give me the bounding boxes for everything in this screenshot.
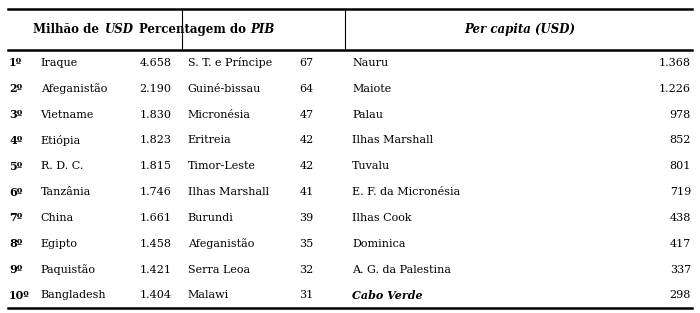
Text: 42: 42 [300,161,314,171]
Text: 417: 417 [670,239,691,249]
Text: 719: 719 [670,187,691,197]
Text: A. G. da Palestina: A. G. da Palestina [352,264,451,275]
Text: Iraque: Iraque [41,58,78,68]
Text: 2º: 2º [9,83,22,94]
Text: Etiópia: Etiópia [41,135,80,146]
Text: 1.368: 1.368 [659,58,691,68]
Text: Tuvalu: Tuvalu [352,161,391,171]
Text: 438: 438 [669,213,691,223]
Text: 978: 978 [670,110,691,120]
Text: Percentagem do: Percentagem do [139,23,251,36]
Text: 1.226: 1.226 [659,84,691,94]
Text: 47: 47 [300,110,314,120]
Text: Timor-Leste: Timor-Leste [188,161,256,171]
Text: Vietname: Vietname [41,110,94,120]
Text: 852: 852 [669,136,691,146]
Text: 1.746: 1.746 [139,187,172,197]
Text: 9º: 9º [9,264,22,275]
Text: Ilhas Marshall: Ilhas Marshall [352,136,433,146]
Text: Micronésia: Micronésia [188,110,251,120]
Text: 67: 67 [300,58,314,68]
Text: PIB: PIB [251,23,275,36]
Text: Egipto: Egipto [41,239,78,249]
Text: Dominica: Dominica [352,239,405,249]
Text: 35: 35 [300,239,314,249]
Text: 2.190: 2.190 [139,84,172,94]
Text: Cabo Verde: Cabo Verde [352,290,423,301]
Text: 64: 64 [300,84,314,94]
Text: China: China [41,213,74,223]
Text: 298: 298 [669,290,691,300]
Text: Eritreia: Eritreia [188,136,231,146]
Text: Ilhas Cook: Ilhas Cook [352,213,412,223]
Text: S. T. e Príncipe: S. T. e Príncipe [188,58,272,69]
Text: USD: USD [104,23,132,36]
Text: Ilhas Marshall: Ilhas Marshall [188,187,269,197]
Text: Guiné-bissau: Guiné-bissau [188,84,261,94]
Text: 801: 801 [669,161,691,171]
Text: R. D. C.: R. D. C. [41,161,83,171]
Text: Per capita (USD): Per capita (USD) [464,23,575,36]
Text: E. F. da Micronésia: E. F. da Micronésia [352,187,461,197]
Text: 4.658: 4.658 [139,58,172,68]
Text: 39: 39 [300,213,314,223]
Text: Tanzânia: Tanzânia [41,187,91,197]
Text: Bangladesh: Bangladesh [41,290,106,300]
Text: 3º: 3º [9,109,22,120]
Text: 1.421: 1.421 [139,264,172,275]
Text: Afeganistão: Afeganistão [41,83,107,94]
Text: Palau: Palau [352,110,383,120]
Text: 1.404: 1.404 [139,290,172,300]
Text: 5º: 5º [9,161,22,172]
Text: 31: 31 [300,290,314,300]
Text: 4º: 4º [9,135,22,146]
Text: 8º: 8º [9,238,22,249]
Text: 42: 42 [300,136,314,146]
Text: Malawi: Malawi [188,290,229,300]
Text: 10º: 10º [9,290,30,301]
Text: Milhão de: Milhão de [34,23,104,36]
Text: 1º: 1º [9,58,22,69]
Text: 337: 337 [670,264,691,275]
Text: Nauru: Nauru [352,58,389,68]
Text: Burundi: Burundi [188,213,234,223]
Text: 32: 32 [300,264,314,275]
Text: 41: 41 [300,187,314,197]
Text: 7º: 7º [9,213,22,223]
Text: 1.815: 1.815 [139,161,172,171]
Text: 6º: 6º [9,187,22,198]
Text: Maiote: Maiote [352,84,391,94]
Text: 1.458: 1.458 [139,239,172,249]
Text: Paquistão: Paquistão [41,264,96,275]
Text: 1.823: 1.823 [139,136,172,146]
Text: 1.661: 1.661 [139,213,172,223]
Text: 1.830: 1.830 [139,110,172,120]
Text: Serra Leoa: Serra Leoa [188,264,250,275]
Text: Afeganistão: Afeganistão [188,238,254,249]
